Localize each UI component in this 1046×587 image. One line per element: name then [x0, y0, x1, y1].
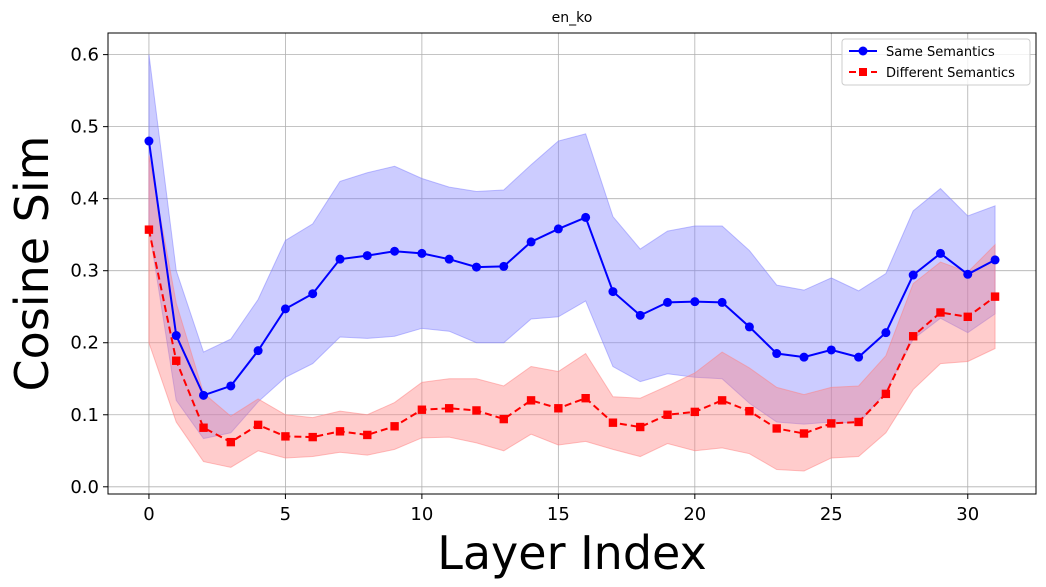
y-tick-label: 0.1 [70, 405, 99, 426]
point-series-0 [226, 381, 236, 391]
point-series-1 [799, 429, 809, 438]
point-series-0 [663, 297, 673, 307]
series-markers [144, 136, 1000, 447]
y-axis-label: Cosine Sim [5, 136, 59, 392]
point-series-1 [881, 389, 891, 399]
point-series-1 [608, 418, 618, 427]
point-series-0 [581, 212, 591, 222]
point-series-0 [308, 289, 318, 299]
point-series-0 [499, 261, 509, 271]
point-series-1 [908, 332, 918, 341]
point-series-0 [362, 251, 372, 261]
point-series-0 [526, 237, 536, 247]
point-series-0 [171, 331, 181, 341]
point-series-1 [226, 437, 236, 447]
point-series-1 [854, 417, 863, 427]
point-series-0 [608, 287, 618, 297]
legend-marker-series-1 [859, 68, 867, 76]
point-series-0 [772, 349, 782, 359]
point-series-1 [199, 423, 208, 432]
point-series-1 [936, 308, 945, 317]
point-series-0 [826, 345, 836, 355]
point-series-0 [417, 248, 427, 258]
point-series-0 [553, 224, 563, 234]
ticks: 0 5 10 15 20 25 30 0.0 0.1 0.2 0.3 0.4 0.5 0.6 [70, 45, 979, 525]
point-series-0 [963, 269, 973, 279]
point-series-0 [854, 352, 864, 362]
point-series-1 [526, 396, 536, 405]
point-series-1 [663, 410, 672, 419]
y-tick-label: 0.3 [70, 261, 99, 282]
x-tick-label: 25 [820, 504, 843, 525]
series-lines [147, 140, 996, 444]
point-series-0 [744, 322, 754, 332]
legend-label-series-1: Different Semantics [886, 66, 1015, 81]
point-series-0 [908, 270, 918, 280]
point-series-1 [717, 396, 727, 405]
point-series-0 [935, 248, 945, 258]
point-series-0 [144, 136, 154, 146]
x-tick-label: 0 [143, 504, 154, 525]
y-tick-label: 0.6 [70, 45, 99, 66]
point-series-1 [253, 420, 263, 430]
point-series-0 [717, 297, 727, 307]
point-series-1 [172, 356, 181, 365]
legend: Same Semantics Different Semantics [841, 38, 1031, 86]
point-series-1 [335, 427, 345, 436]
point-series-0 [990, 255, 1000, 265]
point-series-1 [581, 393, 590, 403]
point-series-1 [690, 407, 700, 417]
y-tick-label: 0.0 [70, 477, 99, 498]
legend-marker-series-0 [858, 46, 868, 56]
point-series-1 [554, 404, 563, 413]
point-series-0 [635, 310, 645, 320]
y-tick-label: 0.5 [70, 117, 99, 138]
line-series-1 [147, 229, 996, 444]
point-series-1 [963, 312, 972, 322]
point-series-1 [308, 432, 317, 442]
plot-frame [107, 32, 1037, 495]
point-series-1 [990, 292, 1000, 301]
legend-box [841, 38, 1031, 86]
point-series-0 [444, 254, 454, 264]
point-series-0 [390, 246, 400, 256]
point-series-1 [636, 422, 645, 432]
point-series-0 [471, 262, 481, 272]
point-series-1 [144, 225, 154, 234]
point-series-0 [280, 304, 290, 314]
point-series-0 [690, 297, 700, 307]
x-tick-label: 5 [280, 504, 291, 525]
point-series-1 [363, 430, 372, 440]
point-series-0 [335, 254, 345, 264]
x-axis-label: Layer Index [437, 526, 707, 580]
point-series-1 [281, 432, 290, 441]
line-series-0 [147, 140, 996, 397]
point-series-1 [499, 414, 508, 424]
x-tick-label: 10 [410, 504, 433, 525]
point-series-0 [199, 390, 209, 400]
point-series-1 [444, 404, 454, 413]
x-tick-label: 15 [547, 504, 570, 525]
point-series-1 [745, 406, 754, 416]
point-series-1 [827, 419, 836, 428]
y-tick-label: 0.2 [70, 333, 99, 354]
point-series-0 [253, 346, 263, 356]
point-series-0 [799, 352, 809, 362]
point-series-0 [881, 328, 891, 338]
point-series-1 [772, 424, 781, 433]
chart-title: en_ko [552, 10, 593, 26]
legend-label-series-0: Same Semantics [886, 45, 995, 60]
y-tick-label: 0.4 [70, 189, 99, 210]
x-tick-label: 30 [956, 504, 979, 525]
point-series-1 [390, 422, 399, 431]
point-series-1 [472, 406, 481, 415]
x-tick-label: 20 [683, 504, 706, 525]
band-series-1 [148, 155, 996, 472]
confidence-bands [148, 54, 996, 472]
point-series-1 [417, 405, 427, 414]
